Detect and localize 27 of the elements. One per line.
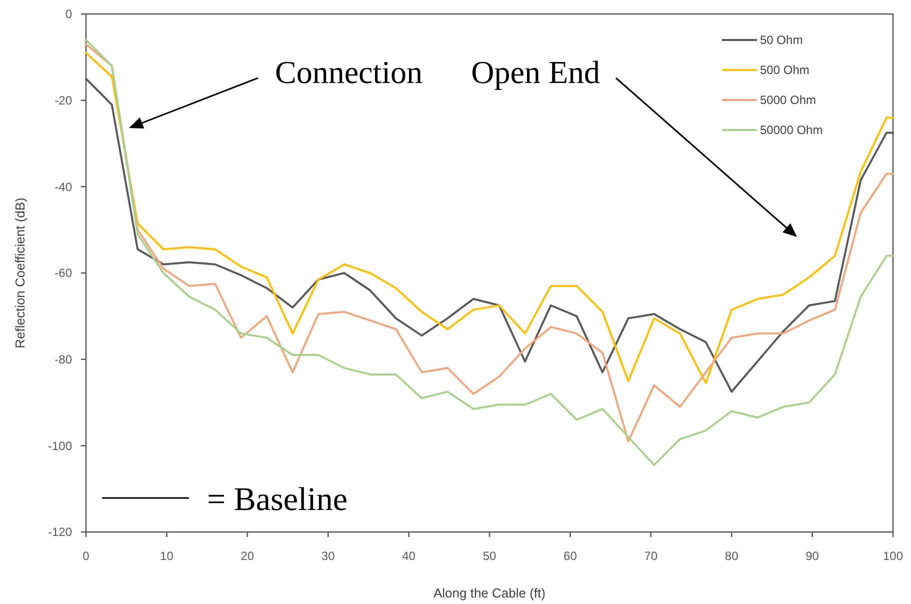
y-tick-label: -40 — [54, 180, 72, 194]
legend-label: 50000 Ohm — [760, 123, 823, 138]
x-tick-label: 0 — [82, 549, 90, 564]
x-tick-label: 70 — [644, 549, 658, 564]
x-tick-label: 60 — [564, 549, 578, 564]
y-tick-label: 0 — [65, 7, 72, 22]
x-tick-label: 30 — [321, 549, 336, 564]
y-tick-label: -100 — [48, 438, 72, 453]
y-tick-label: -60 — [54, 266, 72, 280]
x-tick-label: 100 — [882, 549, 904, 564]
x-tick-label: 10 — [160, 549, 174, 564]
annotation: Open End — [471, 54, 600, 90]
x-tick-label: 50 — [482, 549, 496, 564]
y-tick-label: -120 — [48, 525, 72, 540]
legend-label: 50 Ohm — [760, 33, 803, 48]
y-axis-title: Reflection Coefficient (dB) — [12, 198, 28, 348]
y-tick-label: -20 — [54, 94, 72, 108]
legend-label: 500 Ohm — [760, 63, 810, 78]
annotation: = Baseline — [207, 482, 348, 518]
x-tick-label: 40 — [402, 549, 416, 564]
x-axis-title: Along the Cable (ft) — [433, 586, 546, 601]
x-tick-label: 90 — [806, 549, 820, 564]
annotation: Connection — [275, 54, 423, 90]
x-tick-label: 80 — [724, 549, 739, 564]
x-tick-label: 20 — [240, 549, 254, 564]
y-tick-label: -80 — [54, 352, 72, 367]
legend-label: 5000 Ohm — [760, 93, 816, 108]
